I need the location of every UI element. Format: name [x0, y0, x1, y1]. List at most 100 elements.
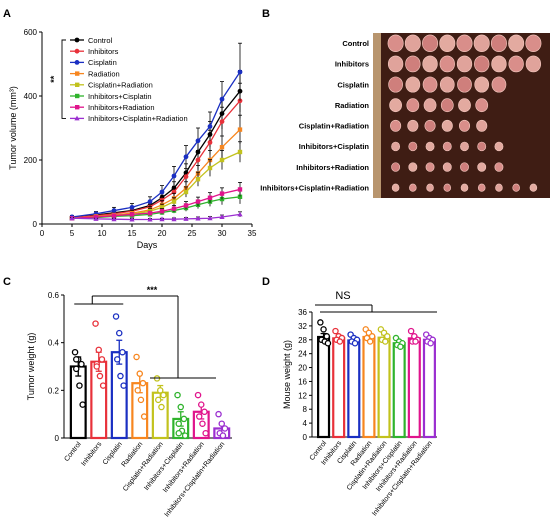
data-point [111, 216, 117, 222]
y-tick-label: 16 [298, 377, 307, 386]
data-point [154, 396, 162, 404]
data-point [119, 348, 126, 356]
data-point [133, 353, 140, 361]
bar-group-cisplatin-radiation [151, 375, 169, 440]
bar-group-radiation [362, 326, 376, 439]
bar-group-cisplatin-radiation [377, 326, 391, 439]
data-point [219, 432, 227, 439]
y-tick-label: 24 [298, 350, 307, 359]
x-tick-label: 20 [158, 229, 167, 238]
bar-group-inhibitors [332, 327, 346, 439]
y-axis-title: Tumor volume (mm³) [8, 86, 18, 170]
data-point [79, 401, 86, 408]
data-point [183, 216, 189, 221]
data-point [112, 313, 120, 320]
tumor-specimen [476, 119, 488, 132]
legend-marker [75, 71, 80, 76]
bar [362, 335, 376, 439]
tumor-specimen [474, 55, 490, 73]
data-point [382, 338, 389, 345]
data-point [366, 338, 374, 345]
legend-label: Inhibitors+Cisplatin+Radiation [88, 114, 188, 123]
data-point [111, 208, 117, 213]
data-point [147, 210, 153, 216]
tumor-specimen [409, 183, 417, 192]
data-point [195, 157, 201, 163]
tumor-specimen [404, 34, 421, 53]
legend-marker [74, 48, 80, 54]
data-point [156, 387, 164, 394]
legend-label: Inhibitors [88, 47, 119, 56]
tumor-specimen [495, 183, 503, 192]
photo-row-label: Inhibitors+Cisplatin+Radiation [260, 183, 369, 192]
tumor-specimen [508, 34, 525, 53]
data-point [116, 329, 123, 337]
data-point [384, 333, 391, 340]
bar-group-cisplatin [110, 313, 128, 440]
data-point [207, 215, 213, 221]
bar [317, 335, 331, 439]
data-point [351, 339, 359, 347]
y-tick-label: 0.4 [48, 339, 60, 348]
tumor-specimen [456, 55, 473, 73]
tumor-specimen [441, 119, 453, 132]
category-label: Control [63, 441, 83, 463]
legend-marker [74, 60, 80, 65]
data-point [237, 211, 243, 217]
legend-label: Control [88, 36, 113, 45]
data-point [221, 425, 229, 432]
bar-group-inhibitors-radiation [192, 391, 210, 440]
tumor-specimen [512, 183, 520, 192]
data-point [171, 206, 177, 211]
data-point [98, 356, 106, 363]
x-tick-label: 5 [70, 229, 75, 238]
tumor-specimen [477, 183, 486, 192]
data-point [219, 145, 225, 150]
data-point [237, 149, 243, 155]
tumor-specimen [443, 183, 452, 192]
y-axis-title: Mouse weight (g) [282, 340, 292, 409]
data-point [237, 194, 243, 199]
x-axis-title: Days [137, 240, 158, 250]
bar-group-cisplatin [347, 331, 361, 439]
data-point [183, 174, 189, 180]
bar-group-control [69, 348, 87, 440]
tumor-specimen [425, 162, 435, 172]
data-point [96, 372, 104, 380]
tumor-specimen [460, 183, 469, 192]
y-tick-label: 32 [298, 322, 307, 331]
tumor-specimen [529, 183, 538, 192]
data-point [159, 197, 165, 203]
data-point [137, 396, 145, 404]
tumor-specimen [473, 34, 490, 53]
y-tick-label: 0.6 [48, 291, 60, 300]
data-point [195, 413, 203, 420]
tumor-specimen [442, 162, 452, 172]
data-point [111, 213, 117, 218]
legend-label: Inhibitors+Cisplatin [88, 92, 152, 101]
data-point [195, 138, 201, 144]
tumor-specimen [387, 55, 404, 73]
data-point [136, 370, 143, 377]
data-point [171, 173, 177, 179]
tumor-specimen [405, 55, 421, 73]
series-line [71, 90, 241, 219]
data-point [215, 410, 222, 418]
data-point [129, 216, 135, 222]
data-point [73, 356, 80, 363]
data-point [159, 189, 165, 195]
data-point [207, 140, 213, 145]
bar [110, 351, 128, 440]
panel-letter-b: B [262, 8, 270, 20]
bar-group-inhibitors-cisplatin [392, 334, 406, 439]
tumor-specimen [490, 34, 507, 53]
legend-marker [74, 115, 80, 121]
tumor-specimen [525, 34, 542, 53]
photo-row-label: Control [342, 39, 369, 48]
data-point [412, 338, 419, 345]
tumor-specimen [442, 141, 452, 152]
y-tick-label: 20 [298, 364, 307, 373]
tumor-specimen [405, 76, 421, 93]
data-point [183, 154, 189, 160]
photo-ruler-edge [373, 33, 381, 198]
